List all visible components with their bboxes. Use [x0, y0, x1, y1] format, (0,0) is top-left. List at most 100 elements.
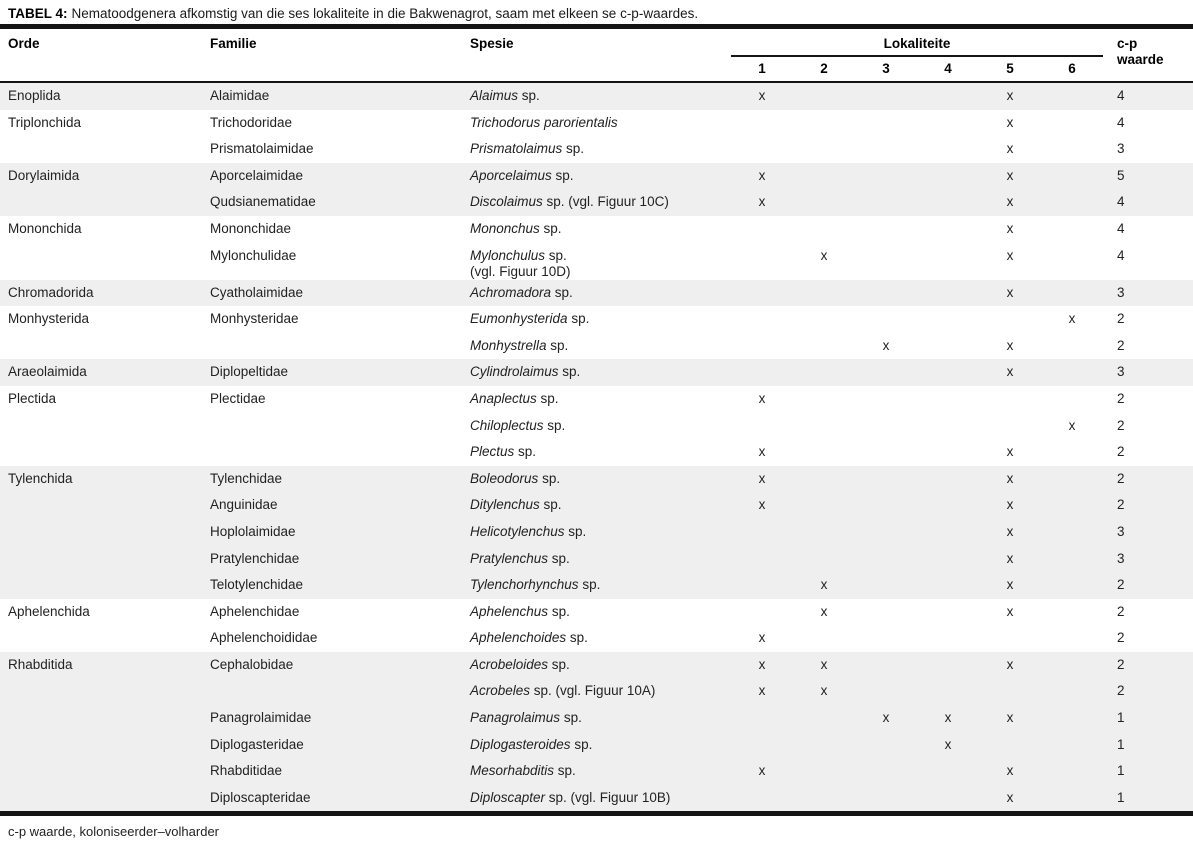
locality-mark-5: x: [1006, 497, 1014, 513]
table-row: Panagrolaimidae Panagrolaimus sp. x x x …: [0, 705, 1193, 732]
locality-mark-2: [793, 705, 855, 710]
locality-mark-2: [793, 136, 855, 141]
species-genus: Acrobeles: [470, 683, 531, 699]
spesie-cell: Aphelenchoides sp.: [470, 625, 731, 646]
orde-cell: Araeolaimida: [8, 364, 87, 380]
table-row: Dorylaimida Aporcelaimidae Aporcelaimus …: [0, 162, 1193, 190]
familie-cell: Qudsianematidae: [210, 194, 316, 210]
table-row: Monhysterida Monhysteridae Eumonhysterid…: [0, 306, 1193, 333]
orde-cell: Enoplida: [8, 88, 61, 103]
familie-cell: [210, 439, 470, 444]
locality-mark-2: [793, 280, 855, 285]
cp-value-cell: 1: [1117, 710, 1125, 726]
orde-cell: [8, 333, 210, 338]
locality-mark-2: [793, 732, 855, 737]
orde-cell: Chromadorida: [8, 284, 94, 300]
species-genus: Ditylenchus: [470, 497, 540, 513]
locality-mark-3: x: [882, 710, 890, 726]
cp-value-cell: 3: [1117, 550, 1125, 566]
species-genus: Boleodorus: [470, 470, 539, 486]
locality-header-2: 2: [820, 61, 828, 76]
locality-mark-4: [917, 163, 979, 168]
familie-cell: Prismatolaimidae: [210, 141, 314, 157]
cp-header-line1: c-p: [1117, 36, 1138, 51]
locality-mark-5: x: [1006, 337, 1014, 353]
locality-mark-2: [793, 519, 855, 524]
species-suffix: sp.: [564, 523, 587, 539]
species-genus: Mononchus: [470, 220, 540, 236]
bottom-rule: [0, 811, 1193, 817]
spesie-cell: Ditylenchus sp.: [470, 492, 731, 513]
locality-mark-1: x: [758, 470, 766, 486]
spesie-cell: Chiloplectus sp.: [470, 413, 731, 434]
locality-mark-1: [731, 243, 793, 248]
locality-mark-4: [917, 546, 979, 551]
locality-mark-3: [855, 280, 917, 285]
spesie-cell: Tylenchorhynchus sp.: [470, 572, 731, 593]
locality-header-1: 1: [758, 61, 766, 76]
locality-number-row: 1 2 3 4 5 6: [731, 57, 1103, 77]
locality-mark-5: x: [1006, 656, 1014, 672]
familie-cell: Alaimidae: [210, 88, 270, 103]
table-row: Araeolaimida Diplopeltidae Cylindrolaimu…: [0, 359, 1193, 386]
table-row: Plectus sp. x x 2: [0, 439, 1193, 466]
locality-mark-2: [793, 333, 855, 338]
species-suffix: sp.: [548, 656, 570, 672]
cp-value-cell: 4: [1117, 114, 1125, 130]
locality-mark-3: [855, 546, 917, 551]
locality-mark-4: [917, 652, 979, 657]
cp-value-cell: 4: [1117, 88, 1125, 103]
familie-cell: Pratylenchidae: [210, 550, 300, 566]
species-genus: Helicotylenchus: [470, 523, 565, 539]
locality-mark-3: [855, 599, 917, 604]
orde-cell: [8, 189, 210, 194]
orde-cell: [8, 678, 210, 683]
locality-header-6: 6: [1068, 61, 1076, 76]
species-suffix: sp.: [566, 630, 588, 646]
locality-header-4: 4: [944, 61, 952, 76]
locality-mark-6: [1041, 599, 1103, 604]
species-genus: Eumonhysterida: [470, 311, 568, 327]
spesie-cell: Plectus sp.: [470, 439, 731, 460]
familie-cell: Telotylenchidae: [210, 577, 304, 593]
locality-mark-4: [917, 439, 979, 444]
spesie-cell: Diploscapter sp. (vgl. Figuur 10B): [470, 785, 731, 806]
column-header-lokaliteite: Lokaliteite: [731, 36, 1103, 57]
spesie-cell: Mylonchulus sp. (vgl. Figuur 10D): [470, 243, 731, 280]
cp-value-cell: 4: [1117, 247, 1125, 263]
table-row: Rhabditida Cephalobidae Acrobeloides sp.…: [0, 651, 1193, 679]
locality-mark-2: [793, 439, 855, 444]
locality-mark-4: [917, 110, 979, 115]
locality-mark-6: [1041, 466, 1103, 471]
locality-mark-3: [855, 519, 917, 524]
species-genus: Mylonchulus: [470, 247, 546, 263]
orde-cell: [8, 439, 210, 444]
locality-mark-5: x: [1006, 114, 1014, 130]
header-rule: [0, 81, 1193, 83]
locality-mark-3: [855, 189, 917, 194]
species-genus: Pratylenchus: [470, 550, 549, 566]
orde-cell: [8, 519, 210, 524]
locality-mark-1: [731, 333, 793, 338]
locality-mark-5: x: [1006, 789, 1014, 805]
cp-value-cell: 4: [1117, 194, 1125, 210]
locality-mark-1: [731, 705, 793, 710]
orde-cell: Triplonchida: [8, 114, 82, 130]
orde-cell: [8, 413, 210, 418]
spesie-cell: Monhystrella sp.: [470, 333, 731, 354]
familie-cell: Diplopeltidae: [210, 364, 289, 380]
cp-value-cell: 3: [1117, 523, 1125, 539]
locality-mark-5: [979, 386, 1041, 391]
locality-mark-1: x: [758, 167, 766, 183]
species-genus: Discolaimus: [470, 194, 543, 210]
orde-cell: [8, 243, 210, 248]
cp-value-cell: 1: [1117, 763, 1125, 779]
locality-mark-2: x: [820, 683, 828, 699]
spesie-cell: Helicotylenchus sp.: [470, 519, 731, 540]
table-caption-label: TABEL 4:: [8, 6, 68, 21]
table-row: Diplogasteridae Diplogasteroides sp. x 1: [0, 731, 1193, 759]
locality-mark-5: [979, 732, 1041, 737]
spesie-cell: Anaplectus sp.: [470, 386, 731, 407]
familie-cell: Aporcelaimidae: [210, 167, 304, 183]
orde-cell: [8, 758, 210, 763]
